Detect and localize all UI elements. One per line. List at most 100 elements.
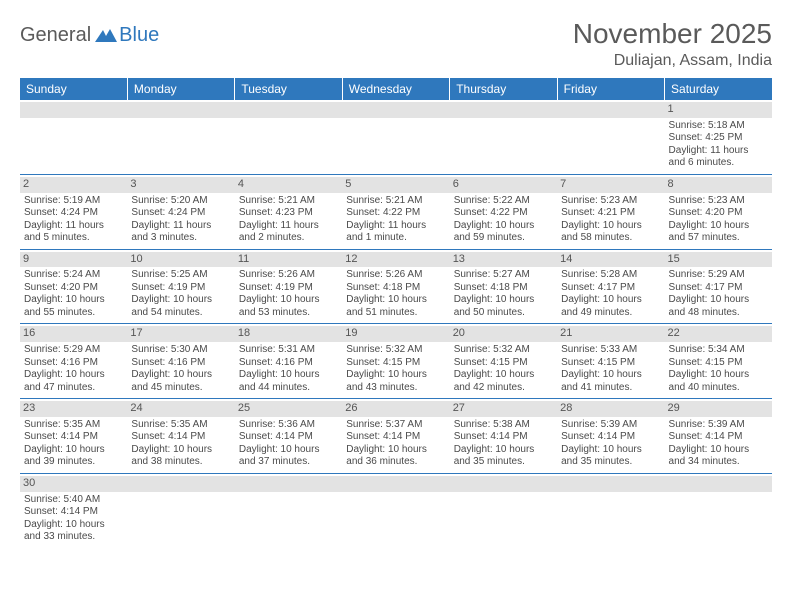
calendar-cell: 20Sunrise: 5:32 AMSunset: 4:15 PMDayligh… xyxy=(450,324,557,399)
calendar-cell xyxy=(665,473,772,547)
weekday-header: Saturday xyxy=(665,78,772,100)
calendar-cell xyxy=(450,100,557,174)
calendar-cell xyxy=(235,100,342,174)
cell-text: Daylight: 10 hours xyxy=(24,444,123,457)
calendar-cell: 18Sunrise: 5:31 AMSunset: 4:16 PMDayligh… xyxy=(235,324,342,399)
day-number: 27 xyxy=(450,401,557,417)
cell-text: and 48 minutes. xyxy=(669,307,768,320)
cell-text: and 34 minutes. xyxy=(669,456,768,469)
cell-text: Sunrise: 5:39 AM xyxy=(669,419,768,432)
day-number: 3 xyxy=(127,177,234,193)
calendar-cell: 14Sunrise: 5:28 AMSunset: 4:17 PMDayligh… xyxy=(557,249,664,324)
cell-text: and 58 minutes. xyxy=(561,232,660,245)
flag-icon xyxy=(95,28,117,42)
cell-text: Sunrise: 5:38 AM xyxy=(454,419,553,432)
calendar-cell: 30Sunrise: 5:40 AMSunset: 4:14 PMDayligh… xyxy=(20,473,127,547)
cell-text: Daylight: 10 hours xyxy=(561,369,660,382)
day-number: 9 xyxy=(20,252,127,268)
cell-text: Sunrise: 5:23 AM xyxy=(669,195,768,208)
cell-text: Sunset: 4:24 PM xyxy=(24,207,123,220)
day-number xyxy=(342,476,449,492)
day-number: 2 xyxy=(20,177,127,193)
calendar-cell: 25 Sunrise: 5:36 AMSunset: 4:14 PMDayligh… xyxy=(235,399,342,474)
cell-text: Daylight: 10 hours xyxy=(346,294,445,307)
calendar-cell: 7Sunrise: 5:23 AMSunset: 4:21 PMDaylight… xyxy=(557,174,664,249)
cell-text: Sunset: 4:20 PM xyxy=(669,207,768,220)
day-number: 28 xyxy=(557,401,664,417)
calendar-cell: 3Sunrise: 5:20 AMSunset: 4:24 PMDaylight… xyxy=(127,174,234,249)
brand-logo: General Blue xyxy=(20,24,159,47)
cell-text: Sunrise: 5:27 AM xyxy=(454,269,553,282)
cell-text: Daylight: 10 hours xyxy=(561,294,660,307)
cell-text: and 5 minutes. xyxy=(24,232,123,245)
cell-text: Daylight: 10 hours xyxy=(239,369,338,382)
cell-text: Sunrise: 5:32 AM xyxy=(346,344,445,357)
cell-text: Sunset: 4:14 PM xyxy=(454,431,553,444)
cell-text: Sunset: 4:16 PM xyxy=(24,357,123,370)
cell-text: Daylight: 10 hours xyxy=(131,294,230,307)
cell-text: Sunset: 4:14 PM xyxy=(561,431,660,444)
cell-text: Sunrise: 5:40 AM xyxy=(24,494,123,507)
cell-text: Daylight: 10 hours xyxy=(669,444,768,457)
cell-text: Sunrise: 5:21 AM xyxy=(239,195,338,208)
cell-text: Sunset: 4:24 PM xyxy=(131,207,230,220)
day-number: 5 xyxy=(342,177,449,193)
title-block: November 2025 Duliajan, Assam, India xyxy=(573,18,772,70)
calendar-cell: 17Sunrise: 5:30 AMSunset: 4:16 PMDayligh… xyxy=(127,324,234,399)
day-number: 15 xyxy=(665,252,772,268)
cell-text: Sunrise: 5:29 AM xyxy=(669,269,768,282)
day-number: 4 xyxy=(235,177,342,193)
calendar-row: 23Sunrise: 5:35 AMSunset: 4:14 PMDayligh… xyxy=(20,399,772,474)
weekday-row: Sunday Monday Tuesday Wednesday Thursday… xyxy=(20,78,772,100)
cell-text: Sunset: 4:19 PM xyxy=(239,282,338,295)
calendar-cell: 23Sunrise: 5:35 AMSunset: 4:14 PMDayligh… xyxy=(20,399,127,474)
cell-text: Sunset: 4:15 PM xyxy=(454,357,553,370)
day-number: 13 xyxy=(450,252,557,268)
cell-text: Daylight: 10 hours xyxy=(454,369,553,382)
cell-text: Daylight: 10 hours xyxy=(454,444,553,457)
cell-text: Daylight: 11 hours xyxy=(669,145,768,158)
cell-text: and 38 minutes. xyxy=(131,456,230,469)
day-number xyxy=(20,102,127,118)
cell-text: Sunset: 4:16 PM xyxy=(131,357,230,370)
brand-blue: Blue xyxy=(119,24,159,47)
header: General Blue November 2025 Duliajan, Ass… xyxy=(20,18,772,70)
calendar-cell: 1Sunrise: 5:18 AMSunset: 4:25 PMDaylight… xyxy=(665,100,772,174)
day-number: 12 xyxy=(342,252,449,268)
cell-text: Daylight: 10 hours xyxy=(239,444,338,457)
cell-text: and 49 minutes. xyxy=(561,307,660,320)
cell-text: and 51 minutes. xyxy=(346,307,445,320)
cell-text: Sunrise: 5:35 AM xyxy=(24,419,123,432)
cell-text: Sunrise: 5:36 AM xyxy=(239,419,338,432)
calendar-cell xyxy=(235,473,342,547)
cell-text: Daylight: 10 hours xyxy=(24,369,123,382)
cell-text: Daylight: 10 hours xyxy=(24,519,123,532)
cell-text: Sunset: 4:14 PM xyxy=(239,431,338,444)
calendar-cell xyxy=(557,473,664,547)
cell-text: and 6 minutes. xyxy=(669,157,768,170)
day-number: 26 xyxy=(342,401,449,417)
cell-text: and 54 minutes. xyxy=(131,307,230,320)
cell-text: Sunset: 4:23 PM xyxy=(239,207,338,220)
weekday-header: Sunday xyxy=(20,78,127,100)
cell-text: Sunrise: 5:34 AM xyxy=(669,344,768,357)
day-number xyxy=(557,476,664,492)
cell-text: Sunset: 4:22 PM xyxy=(346,207,445,220)
day-number: 24 xyxy=(127,401,234,417)
cell-text: and 33 minutes. xyxy=(24,531,123,544)
cell-text: and 3 minutes. xyxy=(131,232,230,245)
cell-text: Sunrise: 5:22 AM xyxy=(454,195,553,208)
calendar-row: 2Sunrise: 5:19 AMSunset: 4:24 PMDaylight… xyxy=(20,174,772,249)
calendar-cell: 16Sunrise: 5:29 AMSunset: 4:16 PMDayligh… xyxy=(20,324,127,399)
cell-text: Daylight: 11 hours xyxy=(24,220,123,233)
cell-text: Sunrise: 5:21 AM xyxy=(346,195,445,208)
day-number: 25 xyxy=(235,401,342,417)
cell-text: Daylight: 10 hours xyxy=(131,369,230,382)
calendar-cell: 28Sunrise: 5:39 AMSunset: 4:14 PMDayligh… xyxy=(557,399,664,474)
calendar-cell xyxy=(342,100,449,174)
calendar-cell: 22Sunrise: 5:34 AMSunset: 4:15 PMDayligh… xyxy=(665,324,772,399)
cell-text: Sunset: 4:15 PM xyxy=(561,357,660,370)
cell-text: Sunrise: 5:20 AM xyxy=(131,195,230,208)
day-number xyxy=(450,102,557,118)
cell-text: Daylight: 10 hours xyxy=(24,294,123,307)
